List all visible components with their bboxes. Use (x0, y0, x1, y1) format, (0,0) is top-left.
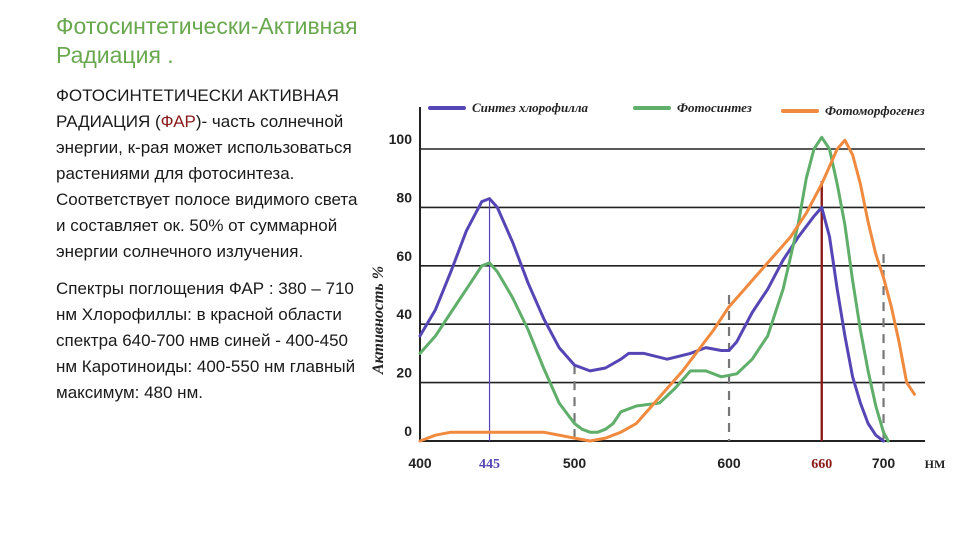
definition-paragraph: ФОТОСИНТЕТИЧЕСКИ АКТИВНАЯ РАДИАЦИЯ (ФАР)… (56, 83, 368, 265)
x-tick-label: 445 (479, 457, 500, 472)
y-tick-label: 100 (389, 131, 413, 147)
series-line-2 (418, 135, 890, 443)
x-tick-label: 600 (717, 455, 741, 471)
series-line-3 (418, 138, 916, 443)
legend-label-3: Фотоморфогенез (825, 103, 925, 118)
y-tick-label: 80 (396, 189, 412, 205)
series-line-1 (418, 197, 885, 443)
far-abbreviation: ФАР (160, 112, 196, 131)
slide-title: Фотосинтетически-Активная Радиация . (56, 13, 358, 68)
spectra-paragraph: Спектры поглощения ФАР : 380 – 710 нм Хл… (56, 279, 356, 402)
y-tick-label: 40 (396, 306, 412, 322)
y-tick-label: 0 (404, 423, 412, 439)
legend-label-1: Синтез хлорофилла (472, 100, 589, 115)
y-tick-label: 60 (396, 248, 412, 264)
legend-label-2: Фотосинтез (677, 100, 752, 115)
x-tick-label: 700 (872, 455, 896, 471)
x-tick-label: 500 (563, 455, 587, 471)
x-tick-label: 660 (811, 457, 832, 472)
y-tick-label: 20 (396, 365, 412, 381)
y-axis-label: Активность % (370, 266, 387, 375)
definition-rest: )- часть солнечной энергии, к-рая может … (56, 112, 358, 261)
spectrum-chart: 0 20 40 60 80 100 Активность % 400 445 500 600 660 7… (365, 95, 955, 540)
x-tick-label: 400 (408, 455, 432, 471)
definition-lead: ФОТОСИНТЕТИЧЕСКИ АКТИВНАЯ РАДИАЦИЯ ( (56, 86, 339, 131)
x-unit-label: НМ (925, 457, 946, 471)
slide-body: ФОТОСИНТЕТИЧЕСКИ АКТИВНАЯ РАДИАЦИЯ (ФАР)… (56, 83, 368, 406)
spectrum-chart-svg: 0 20 40 60 80 100 Активность % 400 445 500 600 660 7… (370, 100, 946, 472)
